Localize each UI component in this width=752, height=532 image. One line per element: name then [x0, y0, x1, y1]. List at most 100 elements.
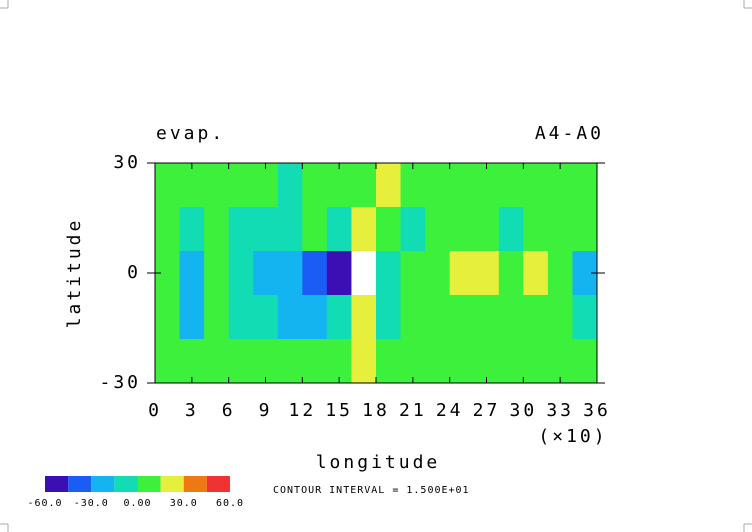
field-cell [155, 339, 181, 384]
x-tick-label: 12 [288, 400, 316, 421]
field-cell [376, 207, 402, 252]
field-cell [376, 339, 402, 384]
field-cell [547, 251, 573, 296]
field-cell [547, 207, 573, 252]
field-cell [547, 339, 573, 384]
field-cell [253, 163, 279, 208]
field-cell [572, 163, 598, 208]
field-cell [449, 295, 475, 340]
field-cell [523, 295, 549, 340]
colorbar-label: 0.00 [123, 498, 151, 509]
field-cell [179, 251, 205, 296]
colorbar-box [183, 476, 207, 492]
annotation: CONTOUR INTERVAL = 1.500E+01 [273, 485, 470, 496]
field-cell [474, 251, 500, 296]
field-cell [155, 163, 181, 208]
field-cell [277, 295, 303, 340]
colorbar-box [114, 476, 138, 492]
field-cell [253, 207, 279, 252]
field-cell [302, 207, 328, 252]
field-cell [425, 339, 451, 384]
x-tick-label: 18 [362, 400, 390, 421]
field-cell [228, 207, 254, 252]
x-tick-label: 30 [509, 400, 537, 421]
field-cell [277, 251, 303, 296]
field-cell [253, 339, 279, 384]
colorbar-box [206, 476, 230, 492]
field-cell [326, 251, 352, 296]
y-tick-label: -30 [99, 372, 141, 393]
chart-subtitle: A4-A0 [535, 123, 604, 144]
field-cell [179, 207, 205, 252]
field-cell [498, 207, 524, 252]
field-cell [228, 339, 254, 384]
field-cell [228, 251, 254, 296]
colorbar-box [160, 476, 184, 492]
field-cell [351, 251, 377, 296]
field-cell [449, 339, 475, 384]
x-tick-label: 27 [473, 400, 501, 421]
x-tick-label: 24 [436, 400, 464, 421]
field-cell [400, 339, 426, 384]
field-cell [523, 207, 549, 252]
field-cell [498, 339, 524, 384]
field-cell [204, 339, 230, 384]
field-cell [400, 251, 426, 296]
field-cell [204, 251, 230, 296]
field-cell [474, 295, 500, 340]
field-cell [572, 295, 598, 340]
field-cell [351, 295, 377, 340]
chart-title: evap. [156, 123, 225, 144]
field-cell [523, 163, 549, 208]
field-cell [425, 163, 451, 208]
field-cell [277, 339, 303, 384]
field-cell [179, 295, 205, 340]
field-cell [474, 339, 500, 384]
field-cell [155, 207, 181, 252]
field-cell [425, 207, 451, 252]
field-cell [572, 339, 598, 384]
field-cell [326, 207, 352, 252]
field-cell [572, 207, 598, 252]
colorbar-label: 60.0 [216, 498, 244, 509]
y-axis-label: latitude [64, 218, 85, 329]
x-tick-label: 9 [259, 400, 273, 421]
field-cell [376, 251, 402, 296]
field-cell [351, 339, 377, 384]
colorbar-box [45, 476, 69, 492]
field-cell [449, 207, 475, 252]
x-tick-label: 15 [325, 400, 353, 421]
field-cell [204, 295, 230, 340]
colorbar-box [91, 476, 115, 492]
field-cell [277, 207, 303, 252]
field-cell [351, 207, 377, 252]
field-cell [253, 251, 279, 296]
field-cell [425, 251, 451, 296]
field-cell [351, 163, 377, 208]
field-cell [326, 339, 352, 384]
field-cell [449, 251, 475, 296]
field-cell [277, 163, 303, 208]
field-cell [400, 163, 426, 208]
field-cell [547, 163, 573, 208]
field-cell [523, 339, 549, 384]
field-cell [302, 339, 328, 384]
field-cell [474, 163, 500, 208]
field-cell [547, 295, 573, 340]
field-cell [376, 163, 402, 208]
field-cell [498, 295, 524, 340]
colorbar-label: -60.0 [27, 498, 62, 509]
field-cell [204, 207, 230, 252]
field-cell [179, 339, 205, 384]
field-cell [302, 163, 328, 208]
x-tick-label: 21 [399, 400, 427, 421]
field-cell [179, 163, 205, 208]
field-cell [253, 295, 279, 340]
x-multiplier: (×10) [538, 426, 607, 447]
field-cell [204, 163, 230, 208]
colorbar-box [68, 476, 92, 492]
colorbar-label: -30.0 [74, 498, 109, 509]
